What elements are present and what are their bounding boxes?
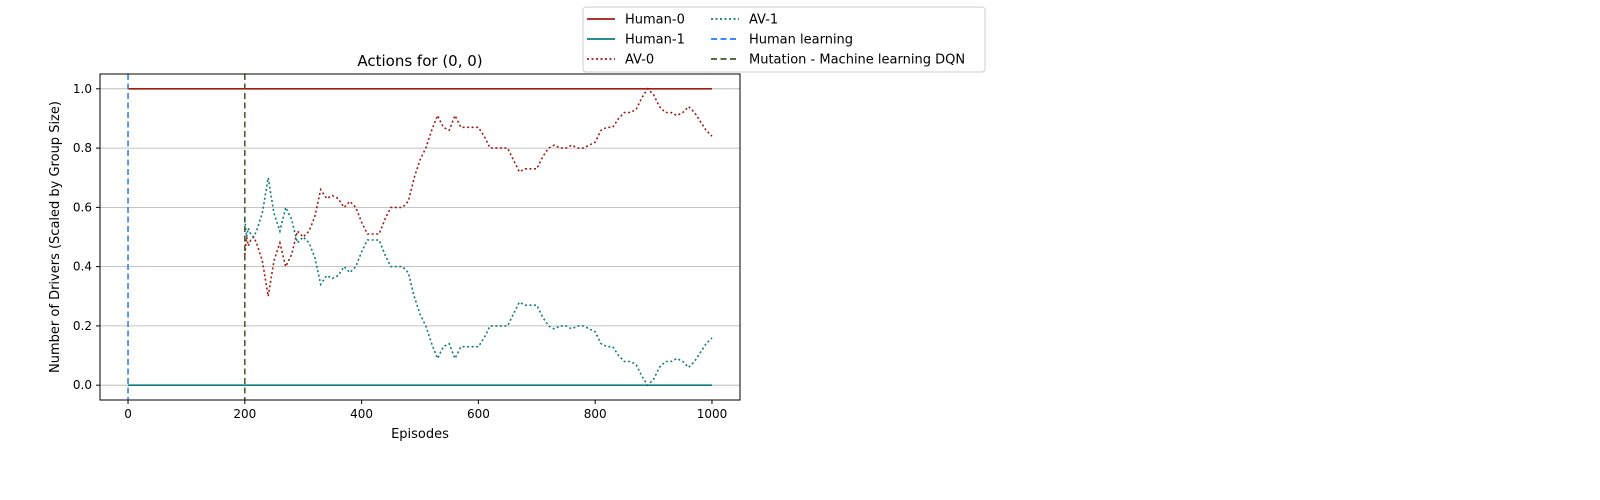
y-tick-label: 0.6 bbox=[73, 200, 92, 214]
x-axis-title: Episodes bbox=[391, 427, 449, 442]
x-tick-label: 200 bbox=[233, 407, 256, 421]
x-tick-label: 0 bbox=[124, 407, 132, 421]
legend-item-av-0: AV-0 bbox=[587, 53, 654, 68]
chart-title: Actions for (0, 0) bbox=[357, 52, 482, 70]
legend-item-human-learning: Human learning bbox=[711, 33, 853, 48]
legend-label: Human learning bbox=[749, 33, 853, 48]
y-tick-label: 0.4 bbox=[73, 260, 92, 274]
y-tick-label: 0.0 bbox=[73, 378, 92, 392]
series-av-0-line bbox=[244, 87, 713, 297]
y-tick-label: 0.8 bbox=[73, 141, 92, 155]
y-tick-label: 0.2 bbox=[73, 319, 92, 333]
legend-label: AV-1 bbox=[749, 13, 778, 28]
x-tick-label: 800 bbox=[584, 407, 607, 421]
legend-label: Mutation - Machine learning DQN bbox=[749, 53, 965, 68]
series-lines bbox=[127, 74, 713, 400]
legend-label: AV-0 bbox=[625, 53, 654, 68]
legend-label: Human-0 bbox=[625, 13, 685, 28]
y-axis-title: Number of Drivers (Scaled by Group Size) bbox=[48, 101, 63, 373]
legend-item-mutation-machine-learning-dqn: Mutation - Machine learning DQN bbox=[711, 53, 965, 68]
legend: Human-0 Human-1 AV-0 AV-1 Human learning Muta… bbox=[582, 6, 986, 73]
plot-area-frame bbox=[99, 73, 741, 401]
series-av-1-line bbox=[244, 177, 713, 387]
x-tick-label: 1000 bbox=[697, 407, 728, 421]
grid-lines bbox=[100, 88, 740, 386]
legend-item-human-1: Human-1 bbox=[587, 33, 685, 48]
legend-label: Human-1 bbox=[625, 33, 685, 48]
axis-ticks: 0 200 400 600 800 1000 0.0 0.2 0.4 0.6 0.8 1.0 bbox=[73, 82, 727, 421]
legend-item-av-1: AV-1 bbox=[711, 13, 778, 28]
x-tick-label: 400 bbox=[350, 407, 373, 421]
legend-item-human-0: Human-0 bbox=[587, 13, 685, 28]
x-tick-label: 600 bbox=[467, 407, 490, 421]
legend-box bbox=[582, 6, 986, 73]
y-tick-label: 1.0 bbox=[73, 82, 92, 96]
